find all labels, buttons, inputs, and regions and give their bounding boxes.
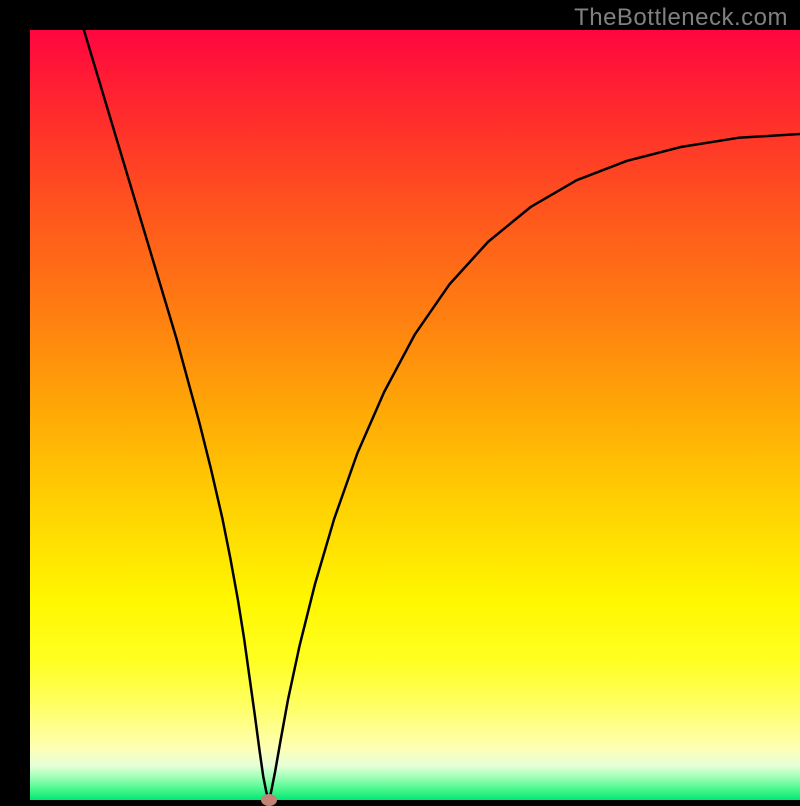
optimum-marker xyxy=(261,794,277,806)
plot-area xyxy=(30,30,800,800)
bottleneck-curve xyxy=(30,30,800,800)
watermark-text: TheBottleneck.com xyxy=(574,4,788,32)
